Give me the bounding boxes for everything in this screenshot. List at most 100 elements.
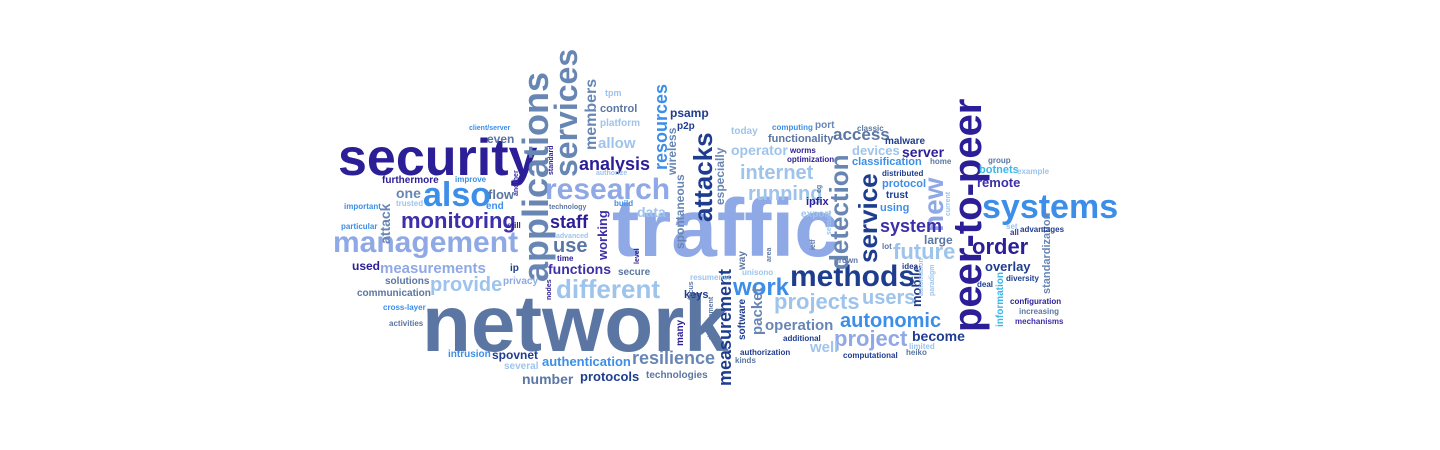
word-classic: classic [857,124,884,133]
word-client-server: client/server [469,125,511,132]
word-nodes: nodes [546,279,553,300]
word-several: several [504,361,539,372]
word-all: all [1010,228,1019,237]
word-technologies: technologies [646,370,708,381]
word-today: today [731,126,758,137]
word-advantages: advantages [1020,225,1065,234]
word-export: export [801,209,832,220]
word-technology: technology [549,204,587,211]
word-development: development [708,296,715,340]
word-diversity: diversity [1006,274,1039,283]
word-focus: focus [688,281,695,300]
word-measurements: measurements [380,260,486,277]
word-management: management [333,226,519,259]
word-improve: improve [455,175,487,184]
word-psamp: psamp [670,106,709,120]
word-optimization: optimization [787,155,835,164]
word-number: number [522,371,574,387]
word-research: research [545,173,671,206]
word-ip: ip [510,263,519,274]
word-privacy: privacy [503,276,539,287]
word-lot: lot [882,242,892,251]
word-configuration: configuration [1010,297,1062,306]
word-worms: worms [790,146,816,155]
word-secure: secure [618,267,651,278]
word-paradigm: paradigm [929,264,936,296]
word-functionality: functionality [768,133,834,145]
word-platform: platform [600,118,640,129]
word-important: important [344,202,381,211]
word-methods: methods [790,260,916,293]
word-security: security [338,129,538,187]
word-one: one [396,185,421,201]
word-use: use [553,235,588,257]
word-trust: trust [886,190,909,201]
word-information: information [995,272,1006,327]
word-future: future [893,239,956,264]
word-systems: systems [982,188,1119,226]
word-communication: communication [357,288,431,299]
word-particular: particular [341,222,378,231]
word-resilience: resilience [632,348,716,368]
word-network: network [422,279,729,368]
word-ietf: ietf [810,239,817,251]
word-operation: operation [765,317,834,334]
word-tpm: tpm [605,88,622,98]
word-current: current [945,191,952,216]
word-level: level [634,248,641,264]
word-measurement: measurement [715,268,735,386]
word-running: running [748,183,823,205]
word-solutions: solutions [385,276,430,287]
word-activities: activities [389,319,424,328]
word-service: service [853,173,883,263]
word-traffic: traffic [612,183,840,274]
word-computing: computing [772,123,813,132]
word-advanced: advanced [556,233,589,240]
word-many: many [675,319,686,346]
word-unisono: unisono [742,268,774,277]
word-packet: packet [749,287,766,335]
word-analysis: analysis [579,154,651,174]
word-functions: functions [548,261,611,277]
word-even: even [487,132,515,146]
word-deal: deal [977,280,994,289]
word-operator: operator [731,142,788,158]
word-authentication: authentication [542,354,631,369]
word-intrusion: intrusion [448,349,491,360]
word-example: example [1017,167,1050,176]
word-protocols: protocols [580,369,640,384]
word-time: time [557,254,574,263]
word-provide: provide [430,274,503,296]
word-heiko: heiko [906,348,927,357]
word-data: data [637,204,666,220]
word-order: order [972,234,1029,259]
word-internet: internet [740,162,814,184]
word-also: also [423,176,492,214]
word-allow: allow [598,135,636,152]
word-cross-layer: cross-layer [383,303,426,312]
word-spontaneous: spontaneous [673,174,687,249]
word-well: well [810,339,839,356]
word-ipfix: ipfix [806,196,829,208]
word-set: set [1006,222,1018,231]
word-protocol: protocol [882,178,926,190]
word-flow: flow [488,187,514,202]
word-staff: staff [550,212,589,232]
word-standard: standard [548,145,555,175]
word-spovnet: spovnet [492,348,539,362]
word-automation: automation [918,258,925,296]
word-resumenet: resumenet [690,273,731,282]
word-different: different [556,274,660,304]
word-monitoring: monitoring [401,208,516,233]
word-authorization: authorization [740,348,791,357]
word-autonomic: autonomic [840,310,942,332]
word-another: another [513,170,520,196]
word-used: used [352,259,381,273]
word-p2p: p2p [677,121,695,132]
word-project: project [834,326,908,351]
word-botnets: botnets [979,164,1019,176]
word-remote: remote [977,175,1021,190]
word-additional: additional [783,334,821,343]
word-software: software [737,298,748,340]
